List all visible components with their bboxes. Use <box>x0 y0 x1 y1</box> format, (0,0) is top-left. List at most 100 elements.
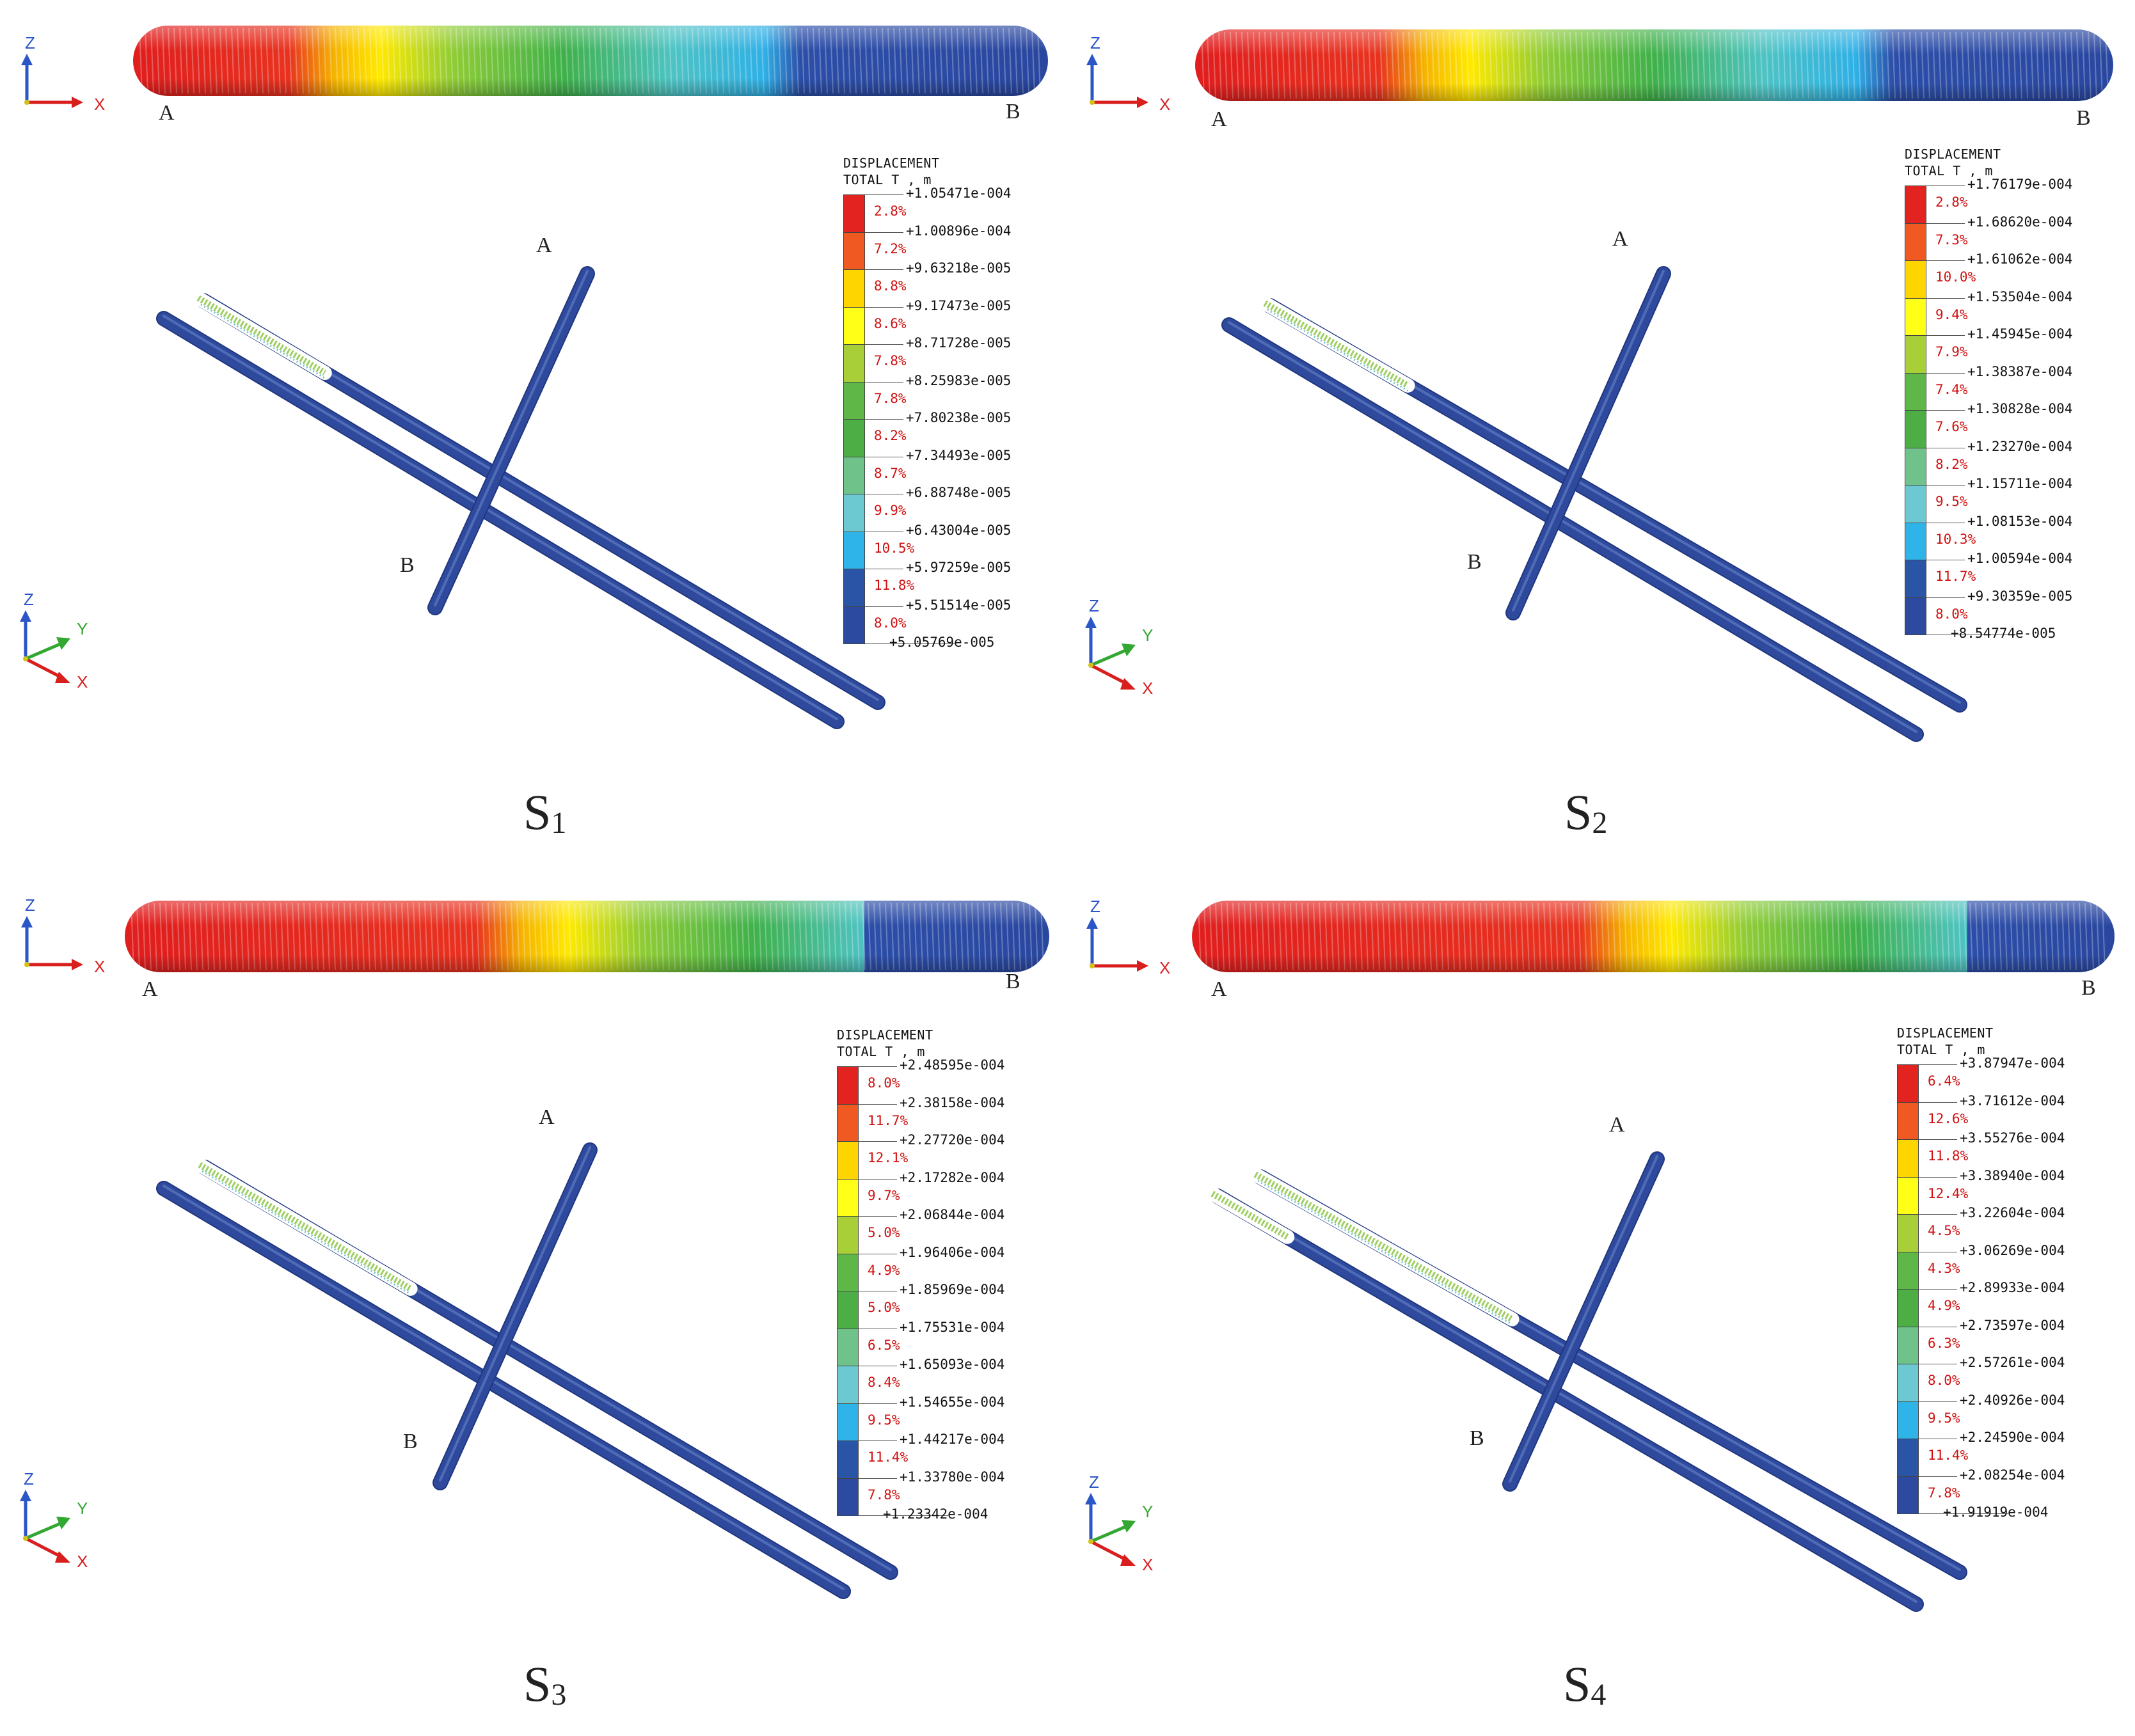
legend-tick-value: +1.33780e-004 <box>900 1469 1005 1485</box>
legend-tick-value: +6.43004e-005 <box>906 522 1012 538</box>
case-label-main: S <box>1564 784 1592 840</box>
legend-percent: 7.8% <box>1928 1485 1960 1501</box>
legend-swatch <box>843 306 865 345</box>
borehole-rod-lower-highlight <box>163 1185 845 1590</box>
legend-tick-value: +1.30828e-004 <box>1967 401 2073 416</box>
legend-swatch <box>1905 560 1926 598</box>
legend-tick-line <box>859 1216 897 1217</box>
legend-percent: 9.5% <box>1935 494 1968 509</box>
axis-origin <box>1088 663 1093 668</box>
legend-tick-line <box>859 1178 897 1180</box>
legend-tick-line <box>1926 185 1965 186</box>
legend-tick-value: +1.54655e-004 <box>900 1394 1005 1410</box>
legend-swatch <box>837 1216 859 1254</box>
x-arrowhead <box>72 97 83 108</box>
fissure-segment-green <box>1253 1171 1514 1322</box>
legend-percent: 5.0% <box>868 1225 900 1240</box>
legend-swatch <box>1897 1251 1919 1290</box>
tube-shading <box>125 901 1049 972</box>
s4-bottom-axis-triad: Z X Y <box>1085 1472 1153 1574</box>
borehole-rod-lower-highlight <box>1228 321 1917 733</box>
s3-rod-label-a: A <box>539 1105 555 1129</box>
s1-borehole-model <box>156 266 885 729</box>
crossing-rod-a-b <box>1507 267 1670 619</box>
legend-percent: 11.4% <box>1928 1448 1969 1463</box>
fissure-segment-edge <box>1257 1180 1513 1325</box>
x-arrowhead <box>55 672 70 683</box>
axis-origin <box>24 100 29 105</box>
legend-tick-value: +5.51514e-005 <box>906 597 1012 613</box>
legend-swatch <box>1897 1326 1919 1364</box>
s2-fissure-tube <box>1195 29 2113 101</box>
panel-s1: Z X Z X Y A B A B DISPLACEMENT TOTAL T , m 2.8% 7.2%… <box>0 0 1062 864</box>
legend-tick-line <box>1926 335 1965 336</box>
legend-tick-value: +5.05769e-005 <box>889 635 995 650</box>
x-arrowhead <box>55 1551 70 1563</box>
legend-swatch <box>837 1291 859 1329</box>
legend-tick-line <box>865 381 903 383</box>
fissure-segment-green <box>198 1162 413 1292</box>
legend-swatch <box>1897 1101 1919 1140</box>
legend-swatch <box>1905 410 1926 448</box>
z-arrowhead <box>20 1490 31 1501</box>
s3-bottom-axis-triad: Z X Y <box>20 1469 88 1571</box>
x-axis-label: X <box>94 957 105 976</box>
axis-origin <box>1090 963 1095 968</box>
legend-swatch <box>843 344 865 383</box>
borehole-rod-lower <box>1211 1190 1923 1611</box>
legend-percent: 8.2% <box>874 428 907 443</box>
axis-origin <box>1090 100 1095 105</box>
legend-tick-value: +2.89933e-004 <box>1960 1280 2065 1295</box>
s2-tube-label-a: A <box>1211 107 1227 131</box>
s2-rod-label-a: A <box>1612 227 1628 251</box>
legend-percent: 7.6% <box>1935 419 1968 434</box>
x-arrowhead <box>1120 678 1136 690</box>
legend-tick-line <box>859 1403 897 1404</box>
x-axis-label: X <box>1159 95 1170 114</box>
legend-tick-value: +9.63218e-005 <box>906 260 1012 276</box>
x-axis-arrow <box>24 1536 64 1559</box>
y-axis-label: Y <box>1142 626 1153 645</box>
legend-tick-line <box>865 643 955 644</box>
legend-swatch <box>843 494 865 532</box>
legend-swatch <box>843 194 865 233</box>
crossing-rod-a-b-highlight <box>1509 1155 1658 1483</box>
legend-swatch <box>1905 260 1926 299</box>
s4-rod-label-a: A <box>1609 1113 1625 1137</box>
legend-tick-value: +1.23270e-004 <box>1967 438 2073 454</box>
legend-tick-value: +9.30359e-005 <box>1967 588 2073 604</box>
crossing-rod-a-b-highlight <box>1512 270 1665 612</box>
legend-swatch <box>843 531 865 569</box>
legend-title-line-2: TOTAL T , m <box>837 1044 925 1059</box>
s1-tube-label-b: B <box>1006 100 1020 123</box>
legend-swatch <box>1897 1214 1919 1252</box>
legend-tick-value: +1.91919e-004 <box>1943 1504 2049 1520</box>
legend-tick-line <box>1919 1176 1957 1178</box>
tube-shading <box>133 26 1048 96</box>
z-axis-label: Z <box>1090 897 1100 916</box>
legend-frame <box>837 1066 859 1515</box>
legend-percent: 8.0% <box>1935 606 1968 622</box>
s4-rod-label-b: B <box>1470 1426 1484 1450</box>
x-axis-arrow <box>24 657 64 680</box>
case-label-main: S <box>523 1656 552 1712</box>
s4-tube-label-b: B <box>2081 976 2096 1000</box>
legend-tick-value: +1.96406e-004 <box>900 1244 1005 1260</box>
legend-swatch <box>843 606 865 644</box>
legend-swatch <box>1905 223 1926 261</box>
legend-swatch <box>843 419 865 457</box>
legend-percent: 10.0% <box>1935 269 1976 285</box>
legend-tick-value: +1.05471e-004 <box>906 185 1012 201</box>
z-arrowhead <box>20 610 31 622</box>
legend-swatch <box>837 1328 859 1366</box>
legend-swatch <box>837 1103 859 1142</box>
z-arrowhead <box>1086 54 1098 65</box>
legend-percent: 12.6% <box>1928 1110 1969 1126</box>
legend-percent: 8.4% <box>868 1375 900 1390</box>
legend-swatch <box>1905 597 1926 635</box>
s3-fissure-tube <box>125 901 1049 972</box>
axis-origin <box>23 1536 28 1541</box>
s3-top-axis-triad: ZX <box>21 896 105 976</box>
legend-frame <box>1897 1064 1919 1513</box>
